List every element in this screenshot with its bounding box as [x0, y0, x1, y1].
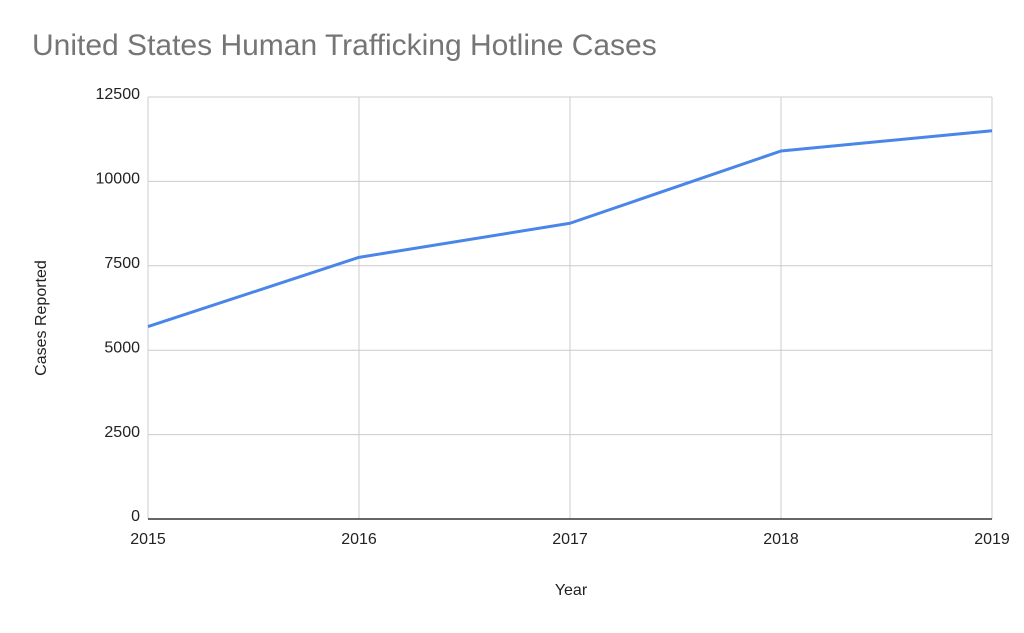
- y-tick-label: 0: [131, 508, 140, 525]
- y-tick-label: 7500: [104, 255, 140, 272]
- y-tick-label: 5000: [104, 339, 140, 356]
- chart-title: United States Human Trafficking Hotline …: [32, 29, 657, 62]
- x-tick-label: 2016: [341, 531, 377, 548]
- y-tick-label: 2500: [104, 424, 140, 441]
- y-tick-label: 10000: [96, 171, 141, 188]
- x-tick-label: 2017: [552, 531, 588, 548]
- x-tick-label: 2018: [763, 531, 799, 548]
- y-axis-label: Cases Reported: [33, 260, 50, 376]
- x-axis-label: Year: [555, 582, 588, 599]
- data-line: [147, 129, 993, 328]
- x-tick-label: 2019: [974, 531, 1010, 548]
- y-tick-label: 12500: [96, 86, 141, 103]
- x-tick-label: 2015: [130, 531, 166, 548]
